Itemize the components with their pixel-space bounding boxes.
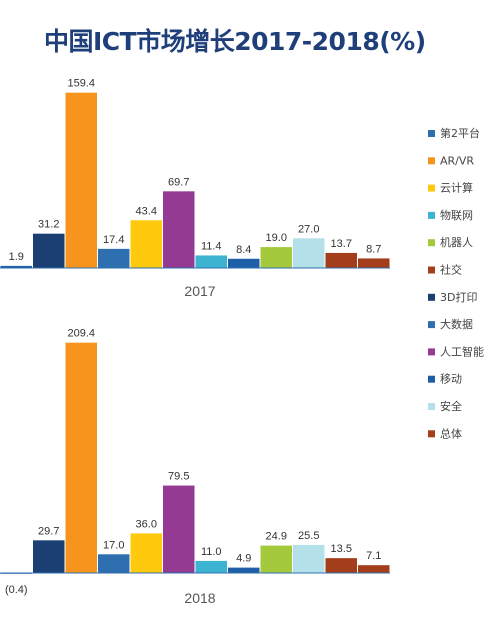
bar-2017-4 (130, 220, 162, 268)
legend-item: 移动 (428, 373, 462, 386)
bar-value-label: 31.2 (38, 219, 59, 231)
legend-label: 机器人 (440, 235, 473, 249)
legend-swatch (428, 430, 435, 438)
bar-2017-8 (260, 247, 292, 268)
bar-value-label: 17.0 (103, 539, 124, 551)
bar-2018-3 (98, 554, 130, 573)
bar-2017-10 (325, 252, 357, 268)
bar-value-label: 43.4 (136, 205, 157, 217)
bar-2018-10 (325, 558, 357, 573)
bar-2018-8 (260, 545, 292, 573)
bar-value-label: 4.9 (236, 553, 251, 565)
bar-value-label: 69.7 (168, 176, 189, 188)
bar-2018-5 (163, 485, 195, 573)
legend-item: 物联网 (428, 208, 473, 222)
bar-2018-11 (358, 565, 390, 573)
bar-2017-5 (163, 191, 195, 268)
bar-value-label: 19.0 (266, 232, 287, 244)
bar-2017-2 (65, 92, 97, 268)
legend-swatch (428, 321, 435, 329)
legend-swatch (428, 184, 435, 192)
bar-2018-7 (228, 567, 260, 573)
legend-item: 总体 (428, 426, 462, 440)
bar-value-label: 11.4 (201, 240, 222, 252)
legend-item: 第2平台 (428, 126, 480, 140)
bar-value-label: 79.5 (168, 471, 189, 483)
legend-label: 安全 (440, 399, 462, 413)
chart-panels: 1.9 31.2 159.4 17.4 43.4 69.7 11.4 8.4 19.0 27.0 1… (0, 78, 390, 606)
bar-2018-6 (195, 560, 227, 573)
legend-label: 第2平台 (440, 126, 480, 140)
bar-value-label: (0.4) (5, 584, 28, 596)
bar-2018-1 (33, 540, 65, 573)
legend-item: 安全 (428, 399, 462, 413)
legend-item: 3D打印 (428, 290, 477, 304)
legend-label: 大数据 (440, 317, 473, 331)
bar-value-label: 27.0 (298, 223, 319, 235)
bar-value-label: 13.7 (331, 238, 352, 250)
legend-item: 社交 (428, 263, 462, 277)
legend-swatch (428, 348, 435, 356)
bar-2017-6 (195, 255, 227, 268)
bar-value-label: 25.5 (298, 530, 319, 542)
bar-2017-3 (98, 248, 130, 268)
bar-2017-7 (228, 258, 260, 268)
bar-value-label: 17.4 (103, 234, 124, 246)
chart-title: 中国ICT市场增长2017-2018(%) (44, 27, 426, 56)
bar-2018-2 (65, 342, 97, 573)
bar-value-label: 7.1 (366, 550, 381, 562)
bar-2017-11 (358, 258, 390, 268)
bar-value-label: 8.7 (366, 243, 381, 255)
bar-2018-9 (293, 544, 325, 573)
bar-2017-0 (0, 265, 32, 268)
legend-swatch (428, 239, 435, 247)
bar-2018-4 (130, 533, 162, 573)
legend-swatch (428, 157, 435, 165)
legend-label: 移动 (440, 373, 462, 386)
bar-2017-1 (33, 233, 65, 268)
legend-label: 物联网 (440, 208, 473, 222)
bar-value-label: 159.4 (67, 78, 95, 90)
legend-swatch (428, 403, 435, 410)
year-label: 2018 (184, 590, 215, 606)
legend-label: 社交 (440, 263, 462, 277)
legend-label: 3D打印 (440, 290, 477, 304)
legend-label: 云计算 (440, 181, 473, 195)
bar-2017-9 (293, 238, 325, 268)
legend-item: AR/VR (428, 154, 474, 167)
bar-value-label: 13.5 (331, 543, 352, 555)
legend-swatch (428, 211, 435, 219)
legend-label: 总体 (440, 426, 462, 440)
legend-item: 机器人 (428, 235, 473, 249)
legend-swatch (428, 266, 435, 274)
bar-value-label: 8.4 (236, 244, 251, 256)
bar-value-label: 24.9 (266, 531, 287, 543)
legend-swatch (428, 293, 435, 301)
panel-2018: (0.4) 29.7 209.4 17.0 36.0 79.5 11.0 4.9 24.9 25.… (0, 328, 390, 606)
panel-2017: 1.9 31.2 159.4 17.4 43.4 69.7 11.4 8.4 19.0 27.0 1… (0, 78, 390, 299)
legend-item: 人工智能 (428, 344, 484, 358)
legend-item: 大数据 (428, 317, 473, 331)
bar-value-label: 1.9 (9, 251, 24, 263)
legend-item: 云计算 (428, 181, 473, 195)
bar-value-label: 209.4 (67, 328, 95, 340)
bar-value-label: 29.7 (38, 525, 59, 537)
legend-swatch (428, 375, 435, 383)
legend-label: 人工智能 (440, 344, 484, 358)
bar-value-label: 11.0 (201, 546, 222, 558)
legend-swatch (428, 130, 435, 137)
year-label: 2017 (184, 283, 215, 299)
bar-value-label: 36.0 (136, 518, 157, 530)
legend-label: AR/VR (440, 154, 474, 167)
